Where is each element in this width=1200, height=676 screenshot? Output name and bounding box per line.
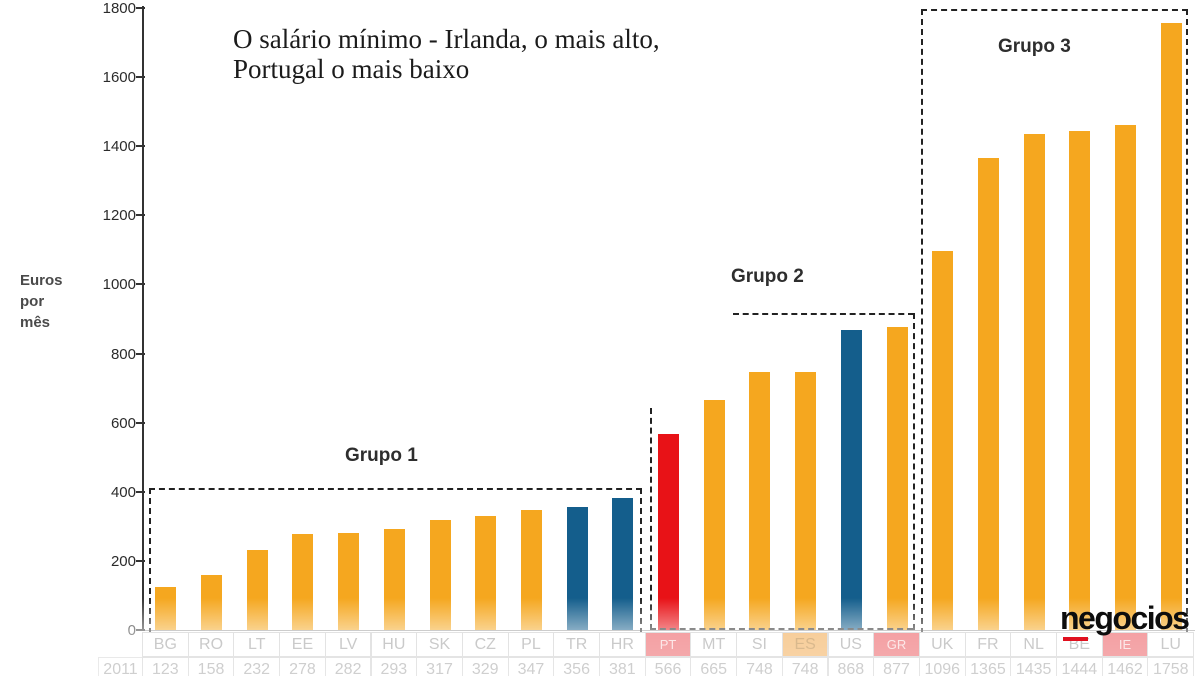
bar-UK: [932, 251, 954, 630]
y-tick-mark-800: [136, 352, 145, 355]
group2-dashed-box-left: [650, 408, 652, 630]
country-value-cell-CZ: 329: [461, 657, 509, 676]
negocios-logo: negocios: [1060, 600, 1190, 641]
y-tick-label-1400: 1400: [102, 138, 136, 156]
y-tick-label-400: 400: [110, 483, 136, 501]
table-row-label: 2011: [98, 657, 143, 676]
country-value-cell-LT: 232: [233, 657, 281, 676]
country-value-cell-PL: 347: [507, 657, 555, 676]
negocios-logo-text: negocios: [1060, 600, 1190, 636]
y-tick-mark-400: [136, 490, 145, 493]
country-code-cell-FR: FR: [964, 632, 1012, 657]
country-value-cell-US: 868: [827, 657, 875, 676]
table-header-stub: [98, 632, 143, 657]
bar-HR: [612, 498, 634, 630]
group1-dashed-box: [149, 488, 642, 634]
country-value-cell-ES: 748: [781, 657, 829, 676]
country-code-cell-LV: LV: [324, 632, 372, 657]
country-value-cell-PT: 566: [644, 657, 692, 676]
country-value-cell-SK: 317: [416, 657, 463, 676]
country-code-cell-NL: NL: [1010, 632, 1057, 657]
country-code-cell-ES: ES: [781, 632, 829, 657]
y-tick-label-1800: 1800: [102, 0, 136, 17]
bar-SI: [749, 371, 771, 630]
y-tick-label-800: 800: [110, 345, 136, 363]
country-value-cell-EE: 278: [279, 657, 326, 676]
country-value-cell-FR: 1365: [964, 657, 1012, 676]
group3-label: Grupo 3: [998, 36, 1071, 57]
country-value-cell-UK: 1096: [918, 657, 966, 676]
country-code-cell-US: US: [827, 632, 875, 657]
country-code-cell-TR: TR: [553, 632, 600, 657]
y-tick-label-200: 200: [110, 552, 136, 570]
bar-IE: [1115, 124, 1137, 630]
country-code-cell-SI: SI: [736, 632, 783, 657]
group2-dashed-box-bottom: [650, 628, 913, 630]
y-axis-line: [142, 6, 144, 631]
country-code-cell-LT: LT: [233, 632, 281, 657]
country-code-cell-HU: HU: [370, 632, 418, 657]
country-code-cell-HR: HR: [599, 632, 646, 657]
country-value-cell-LV: 282: [324, 657, 372, 676]
bar-NL: [1023, 134, 1045, 630]
country-code-cell-MT: MT: [690, 632, 738, 657]
group2-label: Grupo 2: [731, 266, 804, 287]
group3-dashed-box: [921, 9, 1188, 634]
y-tick-mark-1000: [136, 283, 145, 286]
y-tick-mark-1200: [136, 214, 145, 217]
country-code-cell-RO: RO: [187, 632, 235, 657]
country-code-cell-SK: SK: [416, 632, 463, 657]
bar-BE: [1069, 131, 1091, 630]
country-value-cell-BG: 123: [142, 657, 189, 676]
bar-MT: [703, 400, 725, 630]
bar-PT: [658, 434, 680, 630]
country-value-cell-HR: 381: [599, 657, 646, 676]
country-code-cell-EE: EE: [279, 632, 326, 657]
negocios-logo-red-underline: [1063, 637, 1088, 641]
country-code-cell-UK: UK: [918, 632, 966, 657]
bar-FR: [977, 158, 999, 630]
y-tick-label-600: 600: [110, 414, 136, 432]
country-value-cell-IE: 1462: [1101, 657, 1149, 676]
bar-US: [840, 330, 862, 630]
y-tick-mark-600: [136, 421, 145, 424]
country-value-cell-NL: 1435: [1010, 657, 1057, 676]
country-value-cell-MT: 665: [690, 657, 738, 676]
chart-title-line2: Portugal o mais baixo: [233, 54, 470, 85]
country-value-cell-GR: 877: [873, 657, 920, 676]
bar-GR: [886, 326, 908, 630]
country-value-cell-HU: 293: [370, 657, 418, 676]
y-tick-mark-1600: [136, 76, 145, 79]
y-tick-label-1600: 1600: [102, 69, 136, 87]
bar-LU: [1160, 22, 1182, 630]
chart-title: O salário mínimo - Irlanda, o mais alto,…: [233, 24, 660, 84]
country-value-cell-LU: 1758: [1147, 657, 1195, 676]
group2-dashed-box-right: [913, 313, 915, 630]
y-tick-mark-0: [136, 629, 145, 631]
y-tick-mark-1400: [136, 145, 145, 148]
y-tick-label-1000: 1000: [102, 276, 136, 294]
country-code-cell-PT: PT: [644, 632, 692, 657]
y-tick-label-1200: 1200: [102, 207, 136, 225]
y-axis-unit-label: Euros por mês: [20, 272, 63, 331]
country-value-cell-BE: 1444: [1056, 657, 1103, 676]
bar-ES: [795, 371, 817, 630]
chart-title-line1: O salário mínimo - Irlanda, o mais alto,: [233, 24, 660, 54]
group2-dashed-box-top: [733, 313, 914, 315]
country-code-cell-GR: GR: [873, 632, 920, 657]
country-code-cell-BG: BG: [142, 632, 189, 657]
country-value-cell-SI: 748: [736, 657, 783, 676]
country-value-cell-TR: 356: [553, 657, 600, 676]
group1-label: Grupo 1: [345, 445, 418, 466]
country-code-cell-PL: PL: [507, 632, 555, 657]
y-tick-mark-1800: [136, 7, 145, 9]
country-code-cell-CZ: CZ: [461, 632, 509, 657]
y-tick-mark-200: [136, 559, 145, 562]
country-value-cell-RO: 158: [187, 657, 235, 676]
